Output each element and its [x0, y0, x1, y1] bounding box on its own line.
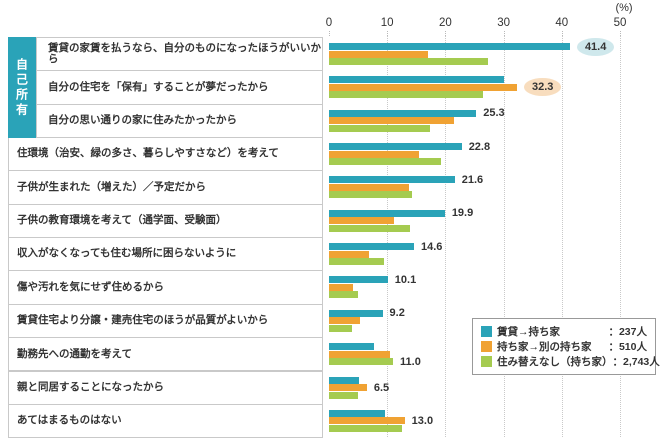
bar-row4-series2	[329, 191, 413, 199]
bar-row8-series0	[329, 309, 383, 317]
bar-row3-series0	[329, 143, 462, 151]
category-row-11: あてはまるものはない	[8, 403, 323, 439]
value-callout-row11: 13.0	[411, 414, 434, 427]
bar-row7-series2	[329, 291, 359, 299]
bar-row4-series1	[329, 183, 410, 191]
bar-row8-series2	[329, 324, 352, 332]
legend-count-2: ：2,743人	[612, 356, 660, 368]
bar-row10-series2	[329, 391, 359, 399]
gridline-20	[445, 36, 447, 437]
bar-row4-series0	[329, 176, 455, 184]
legend-item-1: 持ち家→別の持ち家 ：510人	[481, 339, 647, 354]
value-callout-row10: 6.5	[373, 381, 390, 394]
bar-row2-series1	[329, 117, 454, 125]
bar-row9-series1	[329, 350, 391, 358]
bar-row0-series1	[329, 50, 428, 58]
category-row-9: 勤務先への通勤を考えて	[8, 337, 323, 372]
category-row-10: 親と同居することになったから	[8, 370, 323, 405]
x-tick-mark-10	[387, 31, 389, 36]
bar-row3-series2	[329, 158, 441, 166]
x-tick-mark-20	[445, 31, 447, 36]
category-row-2: 自分の思い通りの家に住みたかったから	[36, 103, 323, 139]
value-callout-row2: 25.3	[483, 107, 505, 120]
gridline-40	[561, 36, 563, 437]
x-tick-mark-50	[620, 31, 621, 36]
group-label-block: 自己所有	[8, 37, 36, 139]
value-callout-row1: 32.3	[523, 78, 562, 97]
bar-row10-series1	[329, 384, 367, 391]
gridline-10	[387, 36, 389, 437]
x-tick-label-40: 40	[555, 17, 569, 29]
bar-row8-series1	[329, 317, 360, 325]
value-callout-row4: 21.6	[461, 173, 484, 186]
legend-swatch-1	[481, 341, 492, 352]
x-tick-label-30: 30	[497, 17, 510, 29]
legend-item-2: 住み替えなし（持ち家） ：2,743人	[481, 354, 660, 369]
bar-row9-series0	[329, 343, 375, 351]
value-callout-row0: 41.4	[576, 37, 615, 56]
bar-row9-series2	[329, 358, 394, 366]
bar-row5-series1	[329, 217, 395, 225]
bar-row10-series0	[329, 376, 359, 384]
x-tick-mark-30	[503, 31, 505, 36]
category-row-8: 賃貸住宅より分譲・建売住宅のほうが品質がよいから	[8, 303, 323, 339]
bar-row11-series2	[329, 424, 403, 432]
x-tick-label-20: 20	[438, 17, 452, 29]
value-callout-row8: 9.2	[389, 307, 405, 320]
value-callout-row6: 14.6	[420, 240, 443, 253]
gridline-50	[620, 36, 621, 437]
x-tick-label-10: 10	[380, 17, 394, 29]
bar-row1-series0	[329, 76, 504, 84]
x-tick-label-0: 0	[325, 17, 333, 29]
value-callout-row7: 10.1	[394, 273, 417, 286]
bar-row6-series0	[329, 243, 414, 251]
x-tick-label-50: 50	[613, 17, 627, 29]
legend-swatch-0	[481, 326, 492, 337]
value-callout-row5: 19.9	[451, 207, 474, 220]
gridline-30	[503, 36, 505, 437]
x-tick-mark-0	[329, 31, 330, 36]
value-callout-row9: 11.0	[400, 355, 421, 368]
value-callout-row3: 22.8	[468, 140, 491, 153]
legend-swatch-2	[481, 356, 492, 367]
bar-row11-series0	[329, 409, 385, 417]
bar-row7-series1	[329, 283, 354, 291]
bar-row5-series2	[329, 224, 410, 232]
bar-row5-series0	[329, 209, 445, 217]
bar-row1-series1	[329, 83, 517, 91]
category-row-0: 賃貸の家賃を払うなら、自分のものになったほうがいいから	[36, 37, 323, 72]
bar-row6-series1	[329, 250, 370, 258]
bar-row0-series2	[329, 58, 489, 65]
category-row-1: 自分の住宅を「保有」することが夢だったから	[36, 70, 323, 105]
bar-row7-series0	[329, 276, 388, 284]
x-tick-mark-40	[561, 31, 563, 36]
legend-count-0: ：237人	[608, 326, 647, 338]
legend-label-0: 賃貸→持ち家	[497, 326, 560, 338]
category-row-3: 住環境（治安、緑の多さ、暮らしやすさなど）を考えて	[8, 137, 323, 172]
axis-unit-label: (%)	[615, 2, 633, 14]
bar-row11-series1	[329, 417, 405, 425]
bar-row2-series2	[329, 124, 430, 132]
legend: 賃貸→持ち家 ：237人 持ち家→別の持ち家 ：510人 住み替えなし（持ち家） ：2,7…	[472, 318, 660, 375]
legend-label-1: 持ち家→別の持ち家	[497, 341, 592, 353]
category-row-4: 子供が生まれた（増えた）／予定だから	[8, 170, 323, 205]
category-row-5: 子供の教育環境を考えて（通学面、受験面）	[8, 203, 323, 239]
category-row-7: 傷や汚れを気にせず住めるから	[8, 270, 323, 305]
bar-row2-series0	[329, 109, 477, 117]
legend-label-2: 住み替えなし（持ち家）	[497, 356, 613, 368]
bar-row3-series1	[329, 150, 419, 158]
group-label: 自己所有	[14, 57, 29, 118]
bar-row6-series2	[329, 258, 384, 266]
category-row-6: 収入がなくなっても住む場所に困らないように	[8, 237, 323, 272]
bar-row1-series2	[329, 91, 483, 99]
legend-item-0: 賃貸→持ち家 ：237人	[481, 324, 647, 339]
legend-count-1: ：510人	[608, 341, 647, 353]
bar-row0-series0	[329, 43, 570, 50]
